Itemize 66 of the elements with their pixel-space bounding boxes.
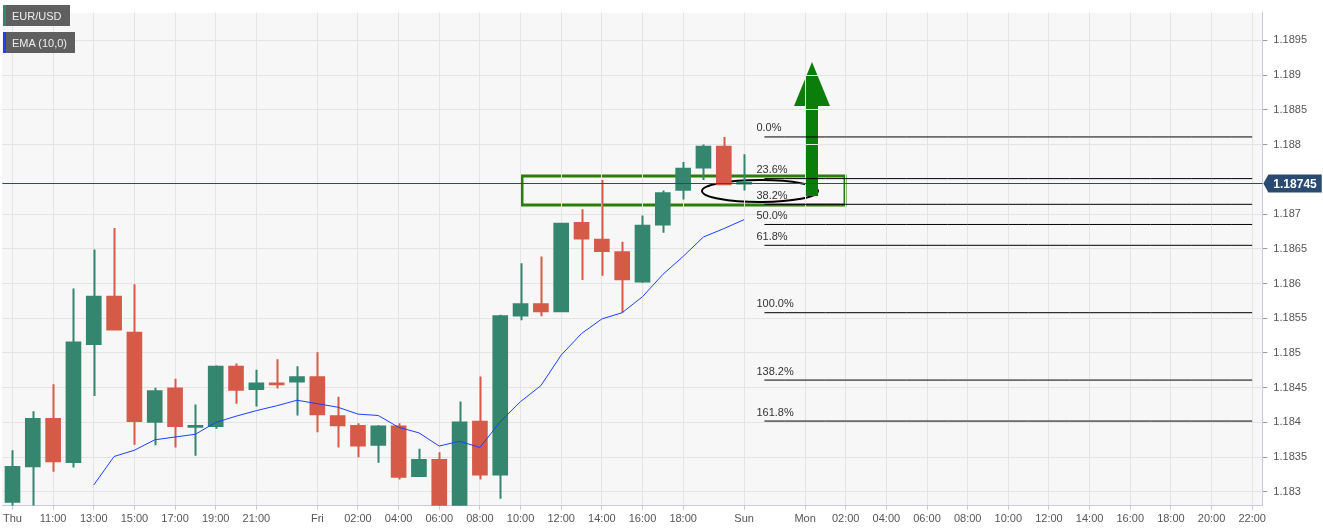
x-tick-label: 11:00: [39, 512, 67, 525]
x-tick-label: 19:00: [201, 512, 230, 525]
x-tick-label: 10:00: [506, 512, 535, 525]
candlestick: [594, 179, 610, 277]
y-tick-label: 1.186: [1273, 276, 1301, 289]
x-tick-label: 16:00: [628, 512, 657, 525]
candlestick: [573, 208, 590, 282]
x-tick-label: 06:00: [425, 512, 454, 525]
y-tick-label: 1.183: [1273, 484, 1301, 497]
x-tick-label: 02:00: [831, 512, 860, 525]
candlestick: [411, 447, 427, 478]
y-tick-label: 1.1895: [1273, 33, 1308, 46]
candlestick: [289, 365, 305, 417]
annotation: 23.6%: [756, 163, 788, 176]
candlestick: [370, 424, 387, 464]
x-tick-label: 12:00: [547, 512, 575, 525]
x-tick-label: 22:00: [1238, 512, 1266, 525]
y-tick-label: 1.1845: [1273, 380, 1308, 393]
x-tick-label: 04:00: [872, 512, 901, 525]
y-tick-label: 1.185: [1273, 346, 1301, 359]
x-tick-label: 14:00: [588, 512, 616, 525]
annotation: 138.2%: [756, 364, 794, 377]
y-tick-label: 1.1865: [1273, 241, 1308, 254]
x-tick-label: 02:00: [344, 512, 372, 525]
x-tick-label: Sun: [734, 512, 754, 525]
candlestick: [350, 422, 366, 459]
x-tick-label: 13:00: [80, 512, 108, 525]
x-tick-label: Fri: [310, 512, 324, 525]
x-tick-label: 14:00: [1075, 512, 1104, 525]
y-tick-label: 1.187: [1273, 207, 1301, 220]
x-tick-label: 18:00: [669, 512, 697, 525]
annotation: 161.8%: [756, 405, 794, 418]
candlestick: [695, 143, 712, 182]
x-tick-label: 08:00: [953, 512, 982, 525]
x-tick-label: 17:00: [161, 512, 189, 525]
ref-line-label: 1.18745: [1273, 176, 1318, 191]
x-tick-label: 10:00: [994, 512, 1023, 525]
x-tick-label: 16:00: [1116, 512, 1145, 525]
candlestick: [512, 262, 529, 322]
annotation: 100.0%: [756, 297, 794, 310]
x-tick-label: 20:00: [1197, 512, 1226, 525]
y-tick-label: 1.184: [1273, 415, 1301, 428]
candlestick: [329, 395, 346, 449]
y-tick-label: 1.1855: [1273, 311, 1308, 324]
annotation: 50.0%: [756, 209, 788, 221]
x-tick-label: 08:00: [466, 512, 494, 525]
candlestick: [533, 255, 549, 318]
legend-label: EMA (10,0): [3, 32, 76, 53]
x-tick-label: 18:00: [1157, 512, 1185, 525]
x-tick-label: 04:00: [384, 512, 413, 525]
y-tick-label: 1.1885: [1273, 102, 1308, 115]
annotation: 0.0%: [756, 121, 782, 134]
annotation: 38.2%: [756, 188, 788, 201]
x-tick-label: Thu: [2, 512, 22, 525]
y-tick-label: 1.189: [1273, 68, 1301, 81]
x-tick-label: 12:00: [1035, 512, 1063, 525]
legend-label: EUR/USD: [3, 5, 70, 26]
x-tick-label: 06:00: [913, 512, 941, 525]
candlestick: [187, 403, 204, 457]
candlestick: [675, 160, 691, 201]
y-tick-label: 1.1835: [1273, 450, 1308, 463]
annotation: 61.8%: [756, 229, 788, 242]
x-tick-label: 21:00: [242, 512, 271, 525]
y-tick-label: 1.188: [1273, 137, 1301, 150]
x-tick-label: 15:00: [120, 512, 149, 525]
x-tick-label: Mon: [794, 512, 816, 525]
